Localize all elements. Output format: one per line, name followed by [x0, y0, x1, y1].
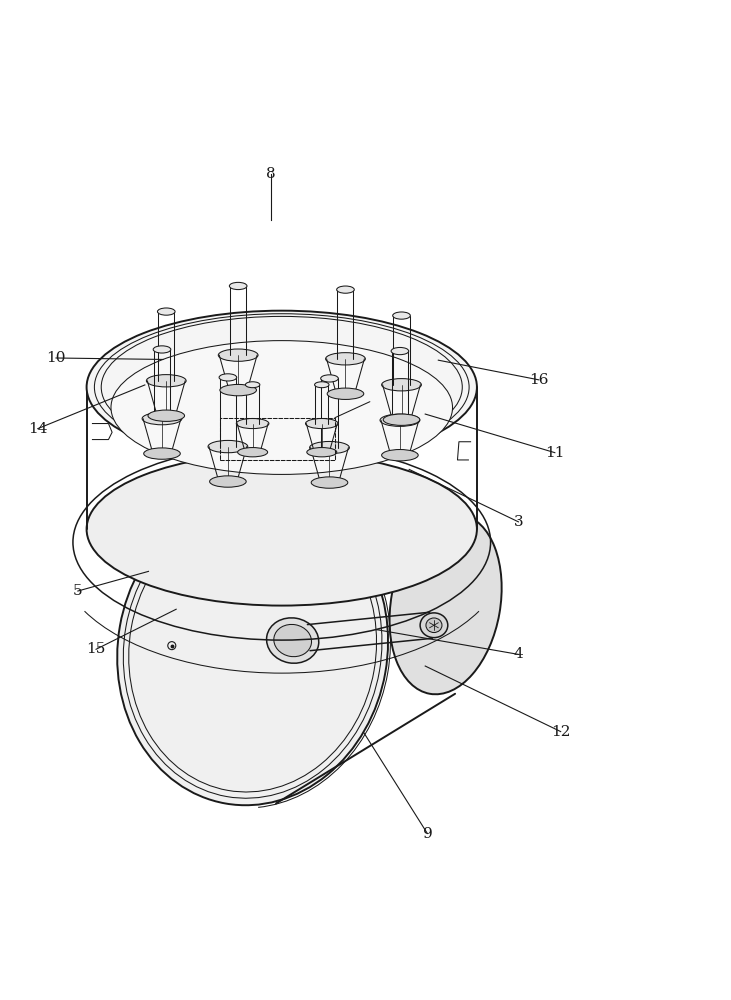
Ellipse shape — [154, 346, 171, 353]
Ellipse shape — [142, 412, 182, 425]
Text: 8: 8 — [266, 167, 276, 181]
Text: 14: 14 — [28, 422, 48, 436]
Text: 11: 11 — [545, 446, 564, 460]
Text: 15: 15 — [86, 642, 106, 656]
Ellipse shape — [220, 384, 257, 396]
Ellipse shape — [238, 448, 268, 457]
Ellipse shape — [307, 448, 337, 457]
Ellipse shape — [117, 493, 388, 805]
Ellipse shape — [321, 375, 338, 382]
Ellipse shape — [236, 418, 269, 429]
Ellipse shape — [157, 308, 175, 315]
Ellipse shape — [311, 477, 348, 488]
Ellipse shape — [146, 375, 186, 387]
Ellipse shape — [391, 347, 409, 355]
Text: 3: 3 — [514, 515, 523, 529]
Ellipse shape — [219, 374, 237, 381]
Text: 12: 12 — [551, 725, 570, 739]
Text: 10: 10 — [46, 351, 66, 365]
Ellipse shape — [314, 382, 329, 388]
Ellipse shape — [219, 349, 258, 361]
Ellipse shape — [148, 410, 184, 421]
Ellipse shape — [327, 388, 364, 399]
Ellipse shape — [111, 341, 452, 474]
Ellipse shape — [306, 418, 338, 429]
Ellipse shape — [210, 476, 246, 487]
Text: 5: 5 — [73, 584, 83, 598]
Ellipse shape — [144, 448, 181, 459]
Text: 4: 4 — [514, 647, 523, 661]
Ellipse shape — [274, 624, 311, 657]
Ellipse shape — [380, 414, 420, 426]
Ellipse shape — [86, 453, 477, 606]
Ellipse shape — [382, 379, 421, 391]
Text: 16: 16 — [529, 373, 548, 387]
Text: 9: 9 — [423, 827, 432, 841]
Ellipse shape — [420, 613, 448, 638]
Ellipse shape — [310, 441, 349, 454]
Ellipse shape — [208, 440, 248, 453]
Ellipse shape — [426, 618, 442, 633]
Ellipse shape — [267, 618, 319, 663]
Ellipse shape — [382, 450, 418, 461]
Ellipse shape — [393, 312, 410, 319]
Ellipse shape — [246, 382, 260, 388]
Ellipse shape — [230, 282, 247, 290]
Ellipse shape — [383, 414, 420, 425]
Ellipse shape — [337, 286, 355, 293]
Ellipse shape — [325, 353, 366, 365]
Ellipse shape — [390, 514, 501, 694]
Ellipse shape — [86, 311, 477, 464]
